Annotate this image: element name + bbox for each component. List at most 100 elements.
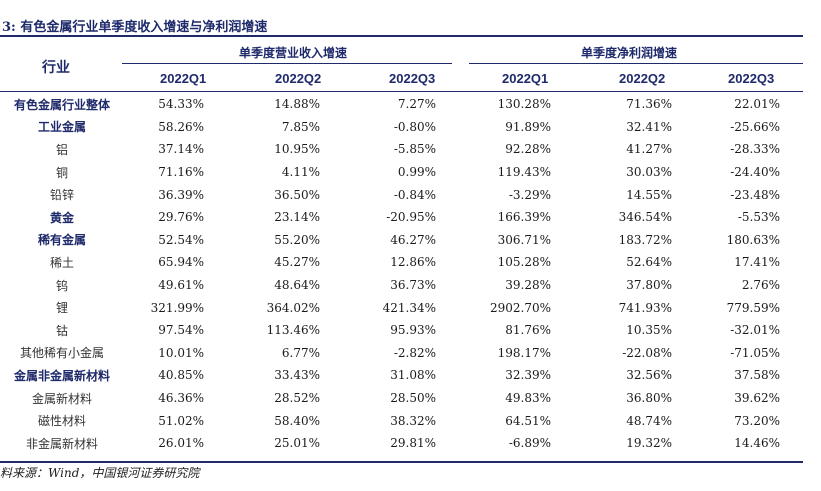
table-cell: 54.33% <box>158 97 204 112</box>
table-cell: -32.01% <box>730 323 780 338</box>
table-cell: 741.93% <box>618 300 672 315</box>
table-cell: 55.20% <box>274 232 320 247</box>
table-cell: 346.54% <box>618 210 672 225</box>
table-cell: 64.51% <box>505 413 551 428</box>
table-cell: 81.76% <box>505 323 551 338</box>
table-cell: 7.85% <box>281 119 320 134</box>
table-cell: 71.36% <box>626 97 672 112</box>
table-cell: 14.88% <box>274 97 320 112</box>
table-cell: 58.26% <box>158 119 204 134</box>
table-cell: -6.89% <box>508 436 551 451</box>
table-cell: 22.01% <box>734 97 780 112</box>
table-cell: 7.27% <box>397 97 436 112</box>
table-cell: 32.56% <box>626 368 672 383</box>
row-label: 稀有金属 <box>37 233 86 248</box>
table-row: 有色金属行业整体 54.33% 14.88% 7.27% 130.28% 71.36% 22… <box>0 93 780 116</box>
table-cell: 113.46% <box>266 323 320 338</box>
table-row: 工业金属 58.26% 7.85% -0.80% 91.89% 32.41% -25.66% <box>0 116 780 139</box>
table-cell: -0.84% <box>393 187 436 202</box>
table-cell: 37.14% <box>158 142 204 157</box>
table-cell: 51.02% <box>158 413 204 428</box>
row-label: 工业金属 <box>37 120 86 135</box>
table-cell: 32.39% <box>505 368 551 383</box>
table-cell: 39.62% <box>734 391 780 406</box>
table-cell: 65.94% <box>158 255 204 270</box>
table-cell: 183.72% <box>618 232 672 247</box>
table-cell: -0.80% <box>393 119 436 134</box>
table-cell: 2.76% <box>741 278 780 293</box>
row-label: 其他稀有小金属 <box>19 346 104 361</box>
table-cell: 130.28% <box>497 97 551 112</box>
table-cell: 36.73% <box>390 278 436 293</box>
profit-group-underline <box>469 63 803 64</box>
table-row: 其他稀有小金属 10.01% 6.77% -2.82% 198.17% -22.08% -7… <box>0 342 780 365</box>
table-cell: 36.80% <box>626 391 672 406</box>
row-label: 金属非金属新材料 <box>13 368 110 383</box>
table-cell: 40.85% <box>158 368 204 383</box>
table-cell: 48.74% <box>626 413 672 428</box>
table-row: 金属非金属新材料 40.85% 33.43% 31.08% 32.39% 32.56% 37… <box>0 364 780 387</box>
table-row: 铅锌 36.39% 36.50% -0.84% -3.29% 14.55% -23.48% <box>0 183 780 206</box>
table-cell: 29.81% <box>390 436 436 451</box>
table-cell: 10.35% <box>626 323 672 338</box>
table-cell: 4.11% <box>281 165 320 180</box>
row-label: 非金属新材料 <box>25 436 98 451</box>
table-cell: 32.41% <box>626 119 672 134</box>
table-row: 非金属新材料 26.01% 25.01% 29.81% -6.89% 19.32% 14.4… <box>0 432 780 455</box>
table-row: 锂 321.99% 364.02% 421.34% 2902.70% 741.93% 779… <box>0 296 780 319</box>
table-cell: 321.99% <box>150 300 204 315</box>
table-cell: 23.14% <box>274 210 320 225</box>
row-label: 稀土 <box>49 255 74 270</box>
table-cell: 25.01% <box>274 436 320 451</box>
table-cell: 52.64% <box>626 255 672 270</box>
table-cell: 36.39% <box>158 187 204 202</box>
table-row: 稀土 65.94% 45.27% 12.86% 105.28% 52.64% 17.41% <box>0 251 780 274</box>
table-row: 铝 37.14% 10.95% -5.85% 92.28% 41.27% -28.33% <box>0 138 780 161</box>
table-cell: 45.27% <box>274 255 320 270</box>
table-cell: 49.61% <box>158 278 204 293</box>
row-label: 钨 <box>55 278 68 293</box>
table-cell: -23.48% <box>730 187 780 202</box>
row-label: 金属新材料 <box>31 391 92 406</box>
table-cell: 46.36% <box>158 391 204 406</box>
row-label: 磁性材料 <box>37 414 86 429</box>
table-row: 钨 49.61% 48.64% 36.73% 39.28% 37.80% 2.76% <box>0 274 780 297</box>
revenue-group-header: 单季度营业收入增速 <box>239 46 348 60</box>
table-cell: 46.27% <box>390 232 436 247</box>
table-cell: 49.83% <box>505 391 551 406</box>
table-cell: 30.03% <box>626 165 672 180</box>
top-rule <box>0 35 803 37</box>
col-header-profit-q3: 2022Q3 <box>728 71 775 86</box>
table-cell: -28.33% <box>730 142 780 157</box>
table-cell: -25.66% <box>730 119 780 134</box>
table-cell: 92.28% <box>505 142 551 157</box>
table-cell: 71.16% <box>158 165 204 180</box>
table-cell: 41.27% <box>626 142 672 157</box>
table-cell: 119.43% <box>497 165 551 180</box>
table-cell: 105.28% <box>497 255 551 270</box>
table-cell: 14.46% <box>734 436 780 451</box>
table-cell: 52.54% <box>158 232 204 247</box>
table-row: 稀有金属 52.54% 55.20% 46.27% 306.71% 183.72% 180.… <box>0 229 780 252</box>
table-cell: 37.58% <box>734 368 780 383</box>
table-cell: -24.40% <box>730 165 780 180</box>
table-cell: 48.64% <box>274 278 320 293</box>
source-note: 料来源：Wind，中国银河证券研究院 <box>0 466 200 480</box>
table-cell: 12.86% <box>390 255 436 270</box>
table-row: 金属新材料 46.36% 28.52% 28.50% 49.83% 36.80% 39.62… <box>0 387 780 410</box>
table-cell: 14.55% <box>626 187 672 202</box>
table-cell: 421.34% <box>382 300 436 315</box>
row-label: 有色金属行业整体 <box>13 97 110 112</box>
table-row: 黄金 29.76% 23.14% -20.95% 166.39% 346.54% -5.53… <box>0 206 780 229</box>
col-header-rev-q1: 2022Q1 <box>160 71 207 86</box>
table-cell: 97.54% <box>158 323 204 338</box>
table-cell: 17.41% <box>734 255 780 270</box>
table-cell: -5.85% <box>393 142 436 157</box>
table-cell: -3.29% <box>508 187 551 202</box>
table-cell: 779.59% <box>726 300 780 315</box>
header-rule <box>0 91 803 92</box>
row-label: 黄金 <box>49 210 74 225</box>
table-cell: 39.28% <box>505 278 551 293</box>
data-table: 有色金属行业整体 54.33% 14.88% 7.27% 130.28% 71.36% 22… <box>0 93 780 455</box>
table-cell: 6.77% <box>281 345 320 360</box>
